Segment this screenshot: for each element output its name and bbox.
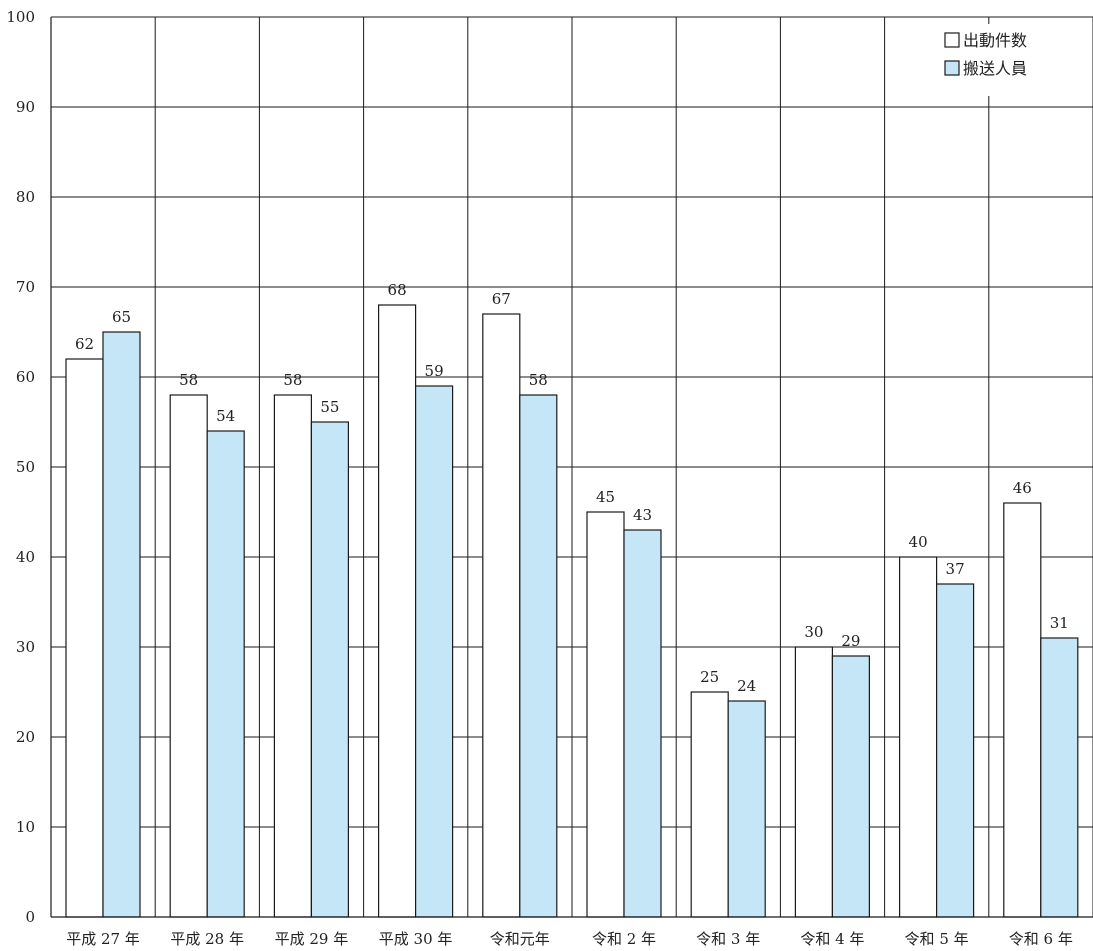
data-label: 65 xyxy=(112,308,131,326)
x-tick-label: 平成 30 年 xyxy=(379,930,453,948)
bar xyxy=(482,313,521,918)
y-tick-label: 20 xyxy=(16,728,35,746)
y-tick-label: 10 xyxy=(16,818,35,836)
data-label: 58 xyxy=(283,371,302,389)
x-tick-label: 令和 6 年 xyxy=(1009,930,1073,948)
x-tick-label: 令和 4 年 xyxy=(800,930,864,948)
bar xyxy=(310,421,349,918)
y-tick-label: 0 xyxy=(25,908,35,926)
bar xyxy=(586,511,625,918)
bar xyxy=(378,304,417,918)
data-label: 59 xyxy=(425,362,444,380)
y-tick-label: 70 xyxy=(16,278,35,296)
y-tick-label: 50 xyxy=(16,458,35,476)
axes xyxy=(50,17,1093,918)
y-tick-label: 90 xyxy=(16,98,35,116)
bar xyxy=(169,394,208,918)
data-label: 31 xyxy=(1050,614,1069,632)
data-label: 25 xyxy=(700,668,719,686)
data-label: 54 xyxy=(216,407,235,425)
bars xyxy=(65,304,1079,918)
bar xyxy=(935,583,975,918)
y-tick-label: 40 xyxy=(16,548,35,566)
x-tick-label: 令和 2 年 xyxy=(592,930,656,948)
data-label: 55 xyxy=(320,398,339,416)
data-label: 62 xyxy=(75,335,94,353)
x-tick-label: 平成 27 年 xyxy=(66,930,140,948)
data-label: 29 xyxy=(841,632,860,650)
data-label: 46 xyxy=(1013,479,1032,497)
data-label: 24 xyxy=(737,677,756,695)
bar xyxy=(1040,637,1079,918)
data-label: 45 xyxy=(596,488,615,506)
bar xyxy=(1003,502,1042,918)
bar xyxy=(727,700,766,918)
legend-label: 出動件数 xyxy=(963,31,1027,50)
data-label: 67 xyxy=(492,290,511,308)
bar xyxy=(690,691,729,918)
y-tick-label: 80 xyxy=(16,188,35,206)
y-tick-label: 30 xyxy=(16,638,35,656)
y-tick-label: 60 xyxy=(16,368,35,386)
bar xyxy=(206,430,245,918)
x-tick-label: 令和 3 年 xyxy=(696,930,760,948)
data-label: 68 xyxy=(388,281,407,299)
x-tick-label: 平成 28 年 xyxy=(170,930,244,948)
data-label: 37 xyxy=(946,560,965,578)
legend-swatch xyxy=(944,32,960,48)
bar xyxy=(519,394,558,918)
data-label: 30 xyxy=(804,623,823,641)
x-tick-label: 平成 29 年 xyxy=(275,930,349,948)
bar xyxy=(102,331,141,918)
bar xyxy=(273,394,312,918)
bar xyxy=(831,655,871,918)
bar xyxy=(898,556,938,918)
grid xyxy=(51,16,1093,917)
data-label: 58 xyxy=(529,371,548,389)
labels: 0 10 20 30 40 50 60 70 80 90 100 62 65 平成 27 年 58 54 平成 … xyxy=(6,8,1072,948)
bar xyxy=(623,529,662,918)
data-label: 40 xyxy=(909,533,928,551)
data-label: 43 xyxy=(633,506,652,524)
legend-label: 搬送人員 xyxy=(963,59,1027,78)
bar xyxy=(794,646,834,918)
legend-swatch xyxy=(944,60,960,76)
bar xyxy=(65,358,104,918)
y-tick-label: 100 xyxy=(6,8,35,26)
x-tick-label: 令和元年 xyxy=(490,930,550,948)
bar xyxy=(415,385,454,918)
data-label: 58 xyxy=(179,371,198,389)
x-tick-label: 令和 5 年 xyxy=(905,930,969,948)
